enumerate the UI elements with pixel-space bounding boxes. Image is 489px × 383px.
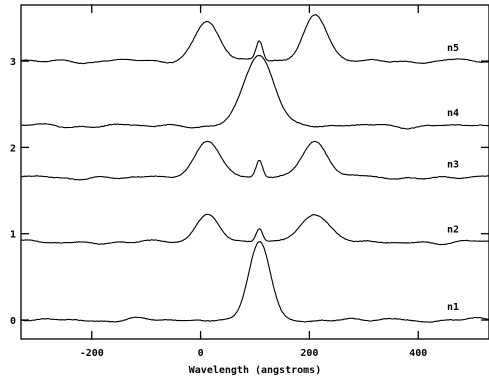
- series-line-n2: [20, 213, 489, 246]
- series-line-n5: [20, 14, 489, 65]
- series-line-n1: [20, 241, 489, 323]
- series-labels: n1 n2 n3 n4 n5: [447, 43, 459, 313]
- series-line-n3: [20, 140, 489, 181]
- series-label-n4: n4: [447, 108, 459, 119]
- x-tick-label: -200: [80, 348, 104, 359]
- y-tick-label: 3: [10, 57, 16, 68]
- series-label-n1: n1: [447, 302, 459, 313]
- series-label-n2: n2: [447, 224, 459, 235]
- x-tick-label: 0: [198, 348, 204, 359]
- series-lines: [20, 14, 489, 323]
- y-tick-label: 1: [10, 230, 16, 241]
- x-axis-title: Wavelength (angstroms): [189, 365, 321, 376]
- y-tick-label: 0: [10, 316, 16, 327]
- series-label-n5: n5: [447, 43, 459, 54]
- y-tick-label: 2: [10, 143, 16, 154]
- x-tick-label: 200: [300, 348, 318, 359]
- axis-ticks: -200 0 200 400 0 1 2 3: [10, 5, 489, 359]
- series-line-n4: [20, 55, 489, 130]
- series-label-n3: n3: [447, 160, 459, 171]
- x-tick-label: 400: [409, 348, 427, 359]
- plot-frame: [20, 4, 489, 340]
